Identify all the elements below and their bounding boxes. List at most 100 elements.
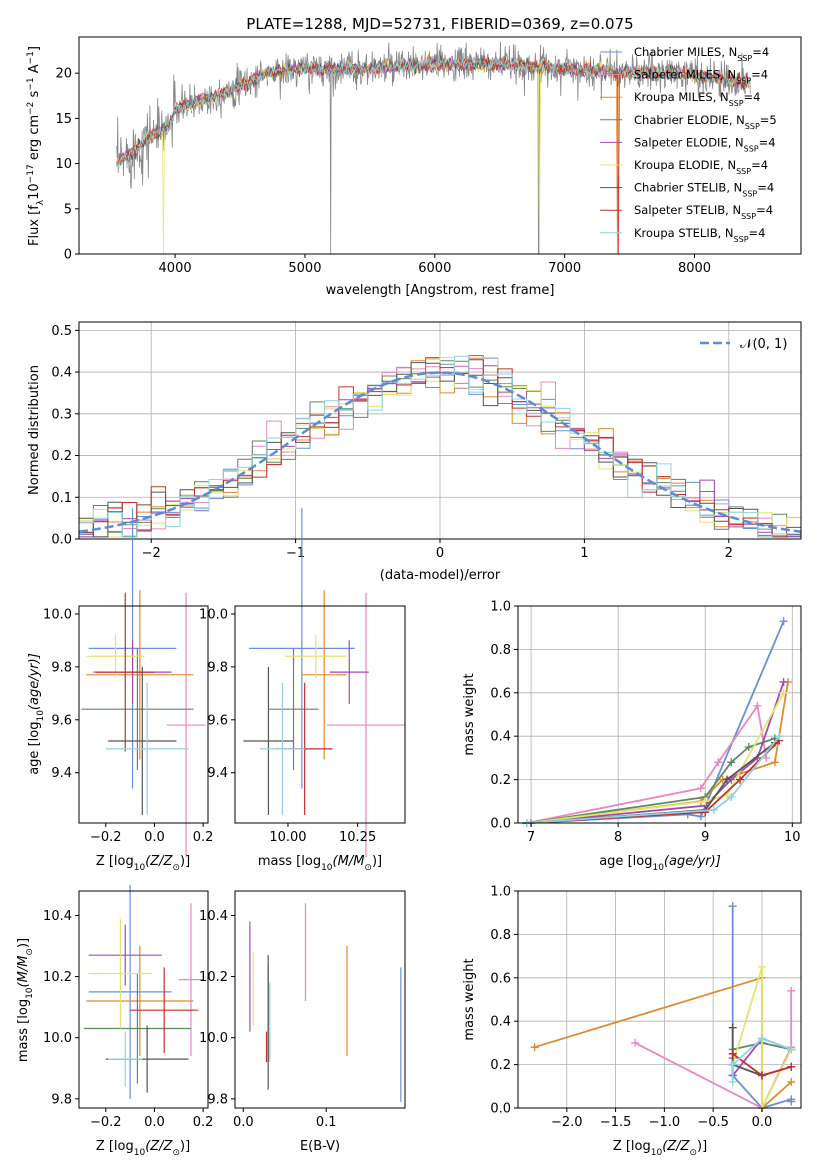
mass-ebv-ytick-label: 10.2 (199, 970, 228, 985)
mass-ebv-xtick-label: 0.0 (233, 1115, 254, 1130)
weight-age-marker (762, 753, 771, 762)
spectrum-xtick-label: 7000 (548, 261, 581, 276)
mass-z-y-label: mass [log10(M/M⊙)] (16, 938, 35, 1062)
spectrum-legend-label-5: Salpeter ELODIE, NSSP=4 (634, 135, 776, 153)
mass-ebv-ytick-label: 10.0 (199, 1031, 228, 1046)
spectrum-model-line-9 (116, 57, 751, 169)
weight-z-series-9 (731, 1037, 792, 1082)
weight-age-frame (514, 605, 802, 827)
age-z-plot (81, 508, 206, 858)
weight-z-frame (514, 890, 802, 1112)
mass-z-x-label: Z [log10(Z/Z⊙)] (96, 1139, 190, 1158)
hist-ytick-label: 0.5 (51, 324, 72, 339)
weight-z-marker (728, 1049, 737, 1058)
spectrum-model-line-8 (116, 56, 751, 254)
spectrum-xtick-label: 6000 (418, 261, 451, 276)
mass-z-ytick-label: 10.2 (43, 970, 72, 985)
spectrum-x-label: wavelength [Angstrom, rest frame] (326, 283, 555, 298)
hist-xtick-label: 0 (436, 546, 444, 561)
age-mass-spines (234, 605, 406, 824)
weight-z-xtick-label: −0.5 (697, 1115, 729, 1130)
spectrum-xtick-label: 5000 (288, 261, 321, 276)
weight-z-marker (728, 1023, 737, 1032)
age-z-x-label: Z [log10(Z/Z⊙)] (96, 854, 190, 873)
weight-age-ytick-label: 0.2 (490, 773, 511, 788)
weight-z-marker (530, 1043, 539, 1052)
weight-age-marker (744, 743, 753, 752)
weight-age-marker (770, 758, 779, 767)
spectrum-xtick-label: 4000 (159, 261, 192, 276)
age-mass-x-label: mass [log10(M/M⊙)] (258, 854, 382, 873)
age-mass-frame (231, 605, 406, 827)
age-z-spines (78, 605, 209, 824)
weight-z-marker (757, 1071, 766, 1080)
weight-age-marker (736, 775, 745, 784)
mass-z-ytick-label: 10.0 (43, 1031, 72, 1046)
weight-age-series-6 (526, 692, 785, 824)
weight-age-ytick-label: 0.8 (490, 643, 511, 658)
spectrum-plot (116, 41, 751, 254)
weight-z-marker (728, 1060, 737, 1069)
age-mass-xtick-label: 10.00 (269, 830, 306, 845)
weight-age-ytick-label: 1.0 (490, 600, 511, 615)
age-z-xtick-label: 0.2 (193, 830, 214, 845)
mass-z-spines (78, 890, 209, 1109)
weight-age-xtick-label: 9 (701, 830, 709, 845)
mass-ebv-ytick-label: 9.8 (207, 1092, 228, 1107)
age-mass-xtick-label: 10.25 (339, 830, 376, 845)
age-z-ytick-label: 9.8 (51, 660, 72, 675)
spectrum-legend-label-4: Chabrier ELODIE, NSSP=5 (634, 113, 777, 131)
hist-normal-curve (78, 371, 802, 533)
weight-age-marker (696, 784, 705, 793)
spectrum-model-line-3 (116, 53, 751, 254)
age-z-xtick-label: −0.2 (90, 830, 122, 845)
spectrum-spines (78, 36, 802, 255)
weight-z-ytick-label: 0.6 (490, 971, 511, 986)
mass-z-xtick-label: 0.0 (144, 1115, 165, 1130)
weight-age-plot (522, 617, 792, 827)
weight-age-marker (709, 805, 718, 814)
weight-z-marker (787, 1097, 796, 1106)
weight-z-plot (530, 902, 796, 1112)
age-mass-ytick-label: 10.0 (199, 607, 228, 622)
hist-frame (75, 321, 802, 543)
weight-z-marker (787, 986, 796, 995)
weight-z-marker (787, 1062, 796, 1071)
weight-z-x-label: Z [log10(Z/Z⊙)] (613, 1139, 707, 1158)
age-z-frame (75, 605, 209, 827)
spectrum-legend-label-1: Chabrier MILES, NSSP=4 (634, 45, 769, 63)
age-mass-ytick-label: 9.6 (207, 713, 228, 728)
weight-z-marker (728, 902, 737, 911)
age-z-ytick-label: 9.6 (51, 713, 72, 728)
weight-age-series-5 (526, 681, 785, 824)
weight-age-marker (779, 617, 788, 626)
spectrum-frame (75, 36, 802, 258)
spectrum-ytick-label: 10 (55, 157, 72, 172)
age-mass-ytick-label: 9.8 (207, 660, 228, 675)
weight-z-marker (787, 1045, 796, 1054)
weight-z-xtick-label: 0.0 (752, 1115, 773, 1130)
weight-age-marker (722, 775, 731, 784)
weight-z-marker (631, 1038, 640, 1047)
mass-ebv-xtick-label: 0.1 (316, 1115, 337, 1130)
weight-age-marker (696, 812, 705, 821)
hist-xtick-label: 2 (725, 546, 733, 561)
hist-ytick-label: 0.0 (51, 533, 72, 548)
spectrum-legend-label-9: Kroupa STELIB, NSSP=4 (634, 226, 765, 244)
weight-z-marker (787, 1077, 796, 1086)
mass-ebv-x-label: E(B-V) (300, 1139, 340, 1154)
weight-z-xtick-label: −2.0 (551, 1115, 583, 1130)
weight-z-xtick-label: −1.0 (649, 1115, 681, 1130)
hist-series-8 (79, 367, 801, 538)
hist-legend-label: 𝒩(0, 1) (740, 337, 787, 352)
age-z-xtick-label: 0.0 (144, 830, 165, 845)
mass-z-xtick-label: 0.2 (193, 1115, 214, 1130)
spectrum-legend-label-6: Kroupa ELODIE, NSSP=4 (634, 158, 768, 176)
weight-age-marker (775, 732, 784, 741)
hist-ytick-label: 0.3 (51, 407, 72, 422)
hist-ytick-label: 0.4 (51, 366, 72, 381)
weight-age-marker (779, 688, 788, 697)
weight-z-ytick-label: 0.2 (490, 1058, 511, 1073)
spectrum-ytick-label: 15 (55, 112, 72, 127)
